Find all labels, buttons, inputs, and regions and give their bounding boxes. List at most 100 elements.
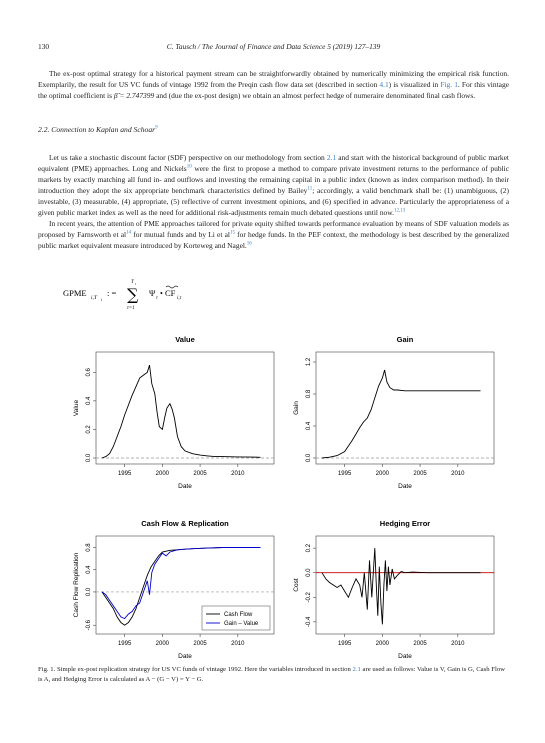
- y-tick-label: 0.8: [86, 543, 92, 552]
- para2-text: and start with the historical background…: [38, 153, 509, 173]
- figure-link[interactable]: Fig. 1: [440, 80, 458, 89]
- x-tick-label: 2000: [156, 641, 170, 647]
- para1-text: ) is visualized in: [388, 80, 441, 89]
- para3-text: for mutual funds and by Li et al: [131, 230, 230, 239]
- formula-psi: Ψ: [149, 288, 156, 298]
- page-number: 130: [38, 42, 50, 51]
- para3-text: In recent years, the attention of PME ap…: [38, 219, 509, 239]
- y-tick-label: 0.4: [306, 421, 312, 430]
- para1-text: The ex-post optimal strategy for a histo…: [38, 69, 509, 89]
- para3-text: for hedge funds. In the PEF context, the…: [38, 230, 509, 250]
- para1-text: and (due the ex-post design) we obtain a…: [154, 91, 476, 100]
- reference-link[interactable]: 11: [307, 186, 313, 192]
- x-tick-label: 2005: [193, 471, 207, 477]
- plot-frame: [315, 535, 495, 635]
- reference-link[interactable]: 9: [155, 125, 158, 131]
- journal-running-title: C. Tausch / The Journal of Finance and D…: [166, 42, 381, 51]
- paragraph-1: The ex-post optimal strategy for a histo…: [38, 68, 509, 101]
- plot-frame: [315, 351, 495, 465]
- y-tick-label: 0.2: [86, 425, 92, 434]
- x-axis-label: Date: [178, 483, 192, 490]
- y-tick-label: 0.4: [86, 396, 92, 405]
- para2-text: ; accordingly, a valid benchmark shall b…: [38, 186, 509, 217]
- chart-title: Value: [175, 335, 195, 344]
- reference-link[interactable]: 14: [126, 230, 132, 236]
- sum-bottom: τ=1: [127, 306, 135, 311]
- x-tick-label: 1995: [338, 471, 352, 477]
- reference-link[interactable]: 16: [246, 241, 252, 247]
- chart-panel-1: Value 1995 2000 2005 2010 0.0 0.2 0.4 0.6 Date Val…: [73, 335, 275, 490]
- reference-link[interactable]: 15: [229, 230, 235, 236]
- reference-link[interactable]: 12,13: [394, 208, 406, 214]
- y-tick-label: 0.6: [86, 367, 92, 376]
- series-line-1: [321, 548, 481, 625]
- reference-link[interactable]: 10: [186, 164, 192, 170]
- formula-psi-sub: τ: [156, 296, 158, 301]
- y-tick-label: 0.2: [306, 543, 312, 552]
- caption-text: are used as follows: Value is V, Gain is…: [38, 666, 506, 683]
- section-link[interactable]: 2.1: [352, 666, 361, 673]
- y-axis-label: Gain: [293, 401, 300, 415]
- y-tick-label: 0.0: [86, 587, 92, 596]
- page-header: 130 C. Tausch / The Journal of Finance a…: [38, 42, 509, 54]
- section-title: 2.2. Connection to Kaplan and Schoar: [38, 125, 156, 134]
- y-axis-label: Cash Flow Replication: [73, 552, 80, 617]
- chart-title: Cash Flow & Replication: [141, 519, 229, 528]
- figure-caption: Fig. 1. Simple ex-post replication strat…: [38, 665, 509, 684]
- legend-box: [201, 605, 271, 631]
- x-tick-label: 1995: [118, 641, 132, 647]
- x-axis-label: Date: [178, 653, 192, 660]
- y-tick-label: 1.2: [306, 357, 312, 366]
- y-tick-label: -0.6: [86, 619, 92, 630]
- x-tick-label: 2010: [231, 471, 245, 477]
- x-axis-label: Date: [398, 483, 412, 490]
- formula-dot: •: [160, 289, 163, 298]
- para2-text: were the first to propose a method to co…: [38, 164, 509, 195]
- chart-title: Hedging Error: [380, 519, 431, 528]
- x-tick-label: 1995: [338, 641, 352, 647]
- x-tick-label: 2010: [451, 641, 465, 647]
- section-link[interactable]: 4.1: [379, 80, 389, 89]
- gpme-formula: GPME i,T i : = ∑ T i τ=1 Ψ τ • CF i,τ: [63, 276, 263, 326]
- chart-title: Gain: [397, 335, 414, 344]
- series-line-gain-value: [101, 547, 261, 620]
- x-tick-label: 2000: [156, 471, 170, 477]
- y-axis-label: Value: [73, 400, 80, 417]
- y-tick-label: -0.4: [306, 616, 312, 627]
- x-tick-label: 2010: [451, 471, 465, 477]
- y-tick-label: 0.0: [86, 453, 92, 462]
- figure-1: Value 1995 2000 2005 2010 0.0 0.2 0.4 0.6 Date Val…: [38, 322, 518, 662]
- y-axis-label: Cost: [293, 578, 300, 592]
- formula-assign: : =: [107, 288, 116, 298]
- sum-top: T: [131, 280, 135, 285]
- beta-value: β̂ = 2.747399: [113, 91, 155, 100]
- y-tick-label: 0.0: [306, 453, 312, 462]
- formula-lhs: GPME: [63, 288, 87, 298]
- y-tick-label: 0.8: [306, 389, 312, 398]
- chart-panel-4: Hedging Error 1995 2000 2005 2010 -0.4 -0.2 0.0…: [293, 519, 495, 660]
- legend-label: Gain – Value: [224, 621, 259, 627]
- x-tick-label: 2005: [193, 641, 207, 647]
- x-tick-label: 2000: [376, 641, 390, 647]
- y-tick-label: -0.2: [306, 591, 312, 602]
- x-tick-label: 2005: [413, 471, 427, 477]
- x-tick-label: 1995: [118, 471, 132, 477]
- formula-lhs-subsub: i: [101, 297, 102, 302]
- section-heading: 2.2. Connection to Kaplan and Schoar9: [38, 125, 158, 134]
- series-line-1: [101, 364, 261, 459]
- plot-frame: [95, 535, 275, 635]
- plot-frame: [95, 351, 275, 465]
- legend-label: Cash Flow: [224, 612, 253, 618]
- chart-panel-3: Cash Flow & Replication 1995 2000 2005 2010 -…: [73, 519, 275, 660]
- formula-cf-sub: i,τ: [177, 296, 182, 301]
- para2-text: Let us take a stochastic discount factor…: [49, 153, 327, 162]
- series-line-1: [321, 369, 481, 459]
- para1-text: . For this vintage the optimal coefficie…: [38, 80, 509, 100]
- section-link[interactable]: 2.1: [326, 153, 337, 162]
- formula-cf: CF: [165, 288, 176, 298]
- figure-1-charts: Value 1995 2000 2005 2010 0.0 0.2 0.4 0.6 Date Val…: [73, 335, 495, 660]
- x-tick-label: 2010: [231, 641, 245, 647]
- sum-top-sub: i: [135, 282, 136, 286]
- paragraph-2: Let us take a stochastic discount factor…: [38, 152, 509, 251]
- formula-lhs-sub: i,T: [91, 295, 98, 301]
